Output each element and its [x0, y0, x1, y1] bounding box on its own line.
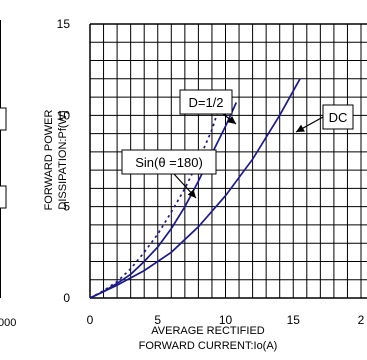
left-fragment: 000 — [0, 20, 16, 329]
y-tick-label: 5 — [63, 200, 70, 214]
series-line — [89, 78, 301, 299]
x-tick-label: 10 — [219, 313, 233, 327]
series-line — [89, 102, 238, 299]
y-axis-title-line2: DISSIPATION:Pf(W) — [57, 110, 69, 209]
annotation-label: DC — [329, 110, 348, 125]
x-axis-title-line1: AVERAGE RECTIFIED — [151, 325, 265, 337]
y-tick-label: 10 — [57, 108, 71, 122]
chart-series — [89, 78, 301, 299]
chart-annotations: D=1/2 Sin(θ =180) DC — [121, 89, 354, 199]
left-fragment-label-box — [0, 107, 7, 131]
x-tick-label: 2 — [358, 313, 365, 327]
annotation-arrowhead — [227, 115, 236, 124]
x-tick-label: 0 — [87, 313, 94, 327]
y-tick-label: 15 — [57, 17, 71, 31]
annotation-arrowhead — [296, 124, 305, 132]
annotation-label: Sin(θ =180) — [135, 155, 203, 170]
x-tick-label: 5 — [154, 313, 161, 327]
left-fragment-tick-label: 000 — [0, 317, 16, 329]
series-line — [89, 104, 221, 299]
x-tick-label: 15 — [287, 313, 301, 327]
x-axis-title-line2: FORWARD CURRENT:Io(A) — [139, 340, 278, 352]
y-tick-label: 0 — [63, 291, 70, 305]
left-fragment-label-box — [0, 185, 7, 209]
annotation-label-box — [179, 89, 233, 115]
y-axis-title-line1: FORWARD POWER — [43, 110, 55, 211]
annotation-label-box — [121, 149, 217, 175]
annotation-arrowhead — [187, 189, 196, 198]
chart-grid — [89, 23, 367, 299]
annotation-label: D=1/2 — [188, 95, 223, 110]
annotation-label-box — [322, 104, 354, 130]
